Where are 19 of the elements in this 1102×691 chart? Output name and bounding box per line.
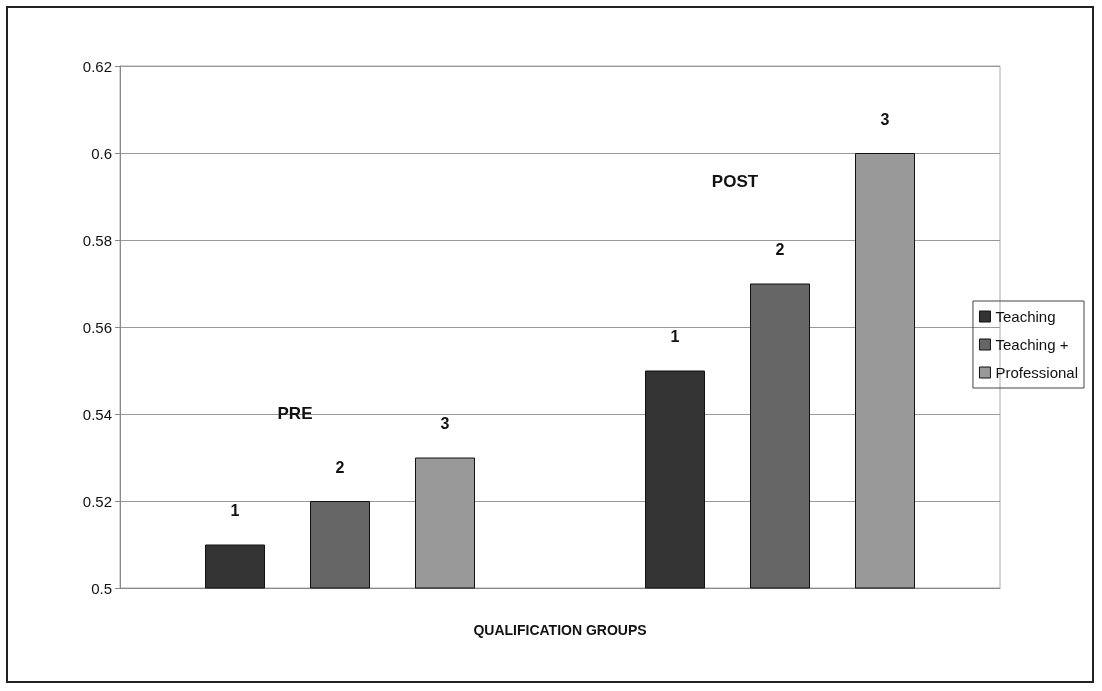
legend-label: Professional <box>995 364 1078 381</box>
annotation: 1 <box>230 502 240 519</box>
annotation: POST <box>711 172 759 192</box>
y-tick-label: 0.52 <box>82 492 112 510</box>
annotation: 3 <box>880 110 890 128</box>
y-tick-label: 0.6 <box>91 144 112 162</box>
y-tick-label: 0.62 <box>82 57 112 75</box>
legend-label: Teaching + <box>995 336 1069 353</box>
y-tick-label: 0.5 <box>91 579 112 597</box>
annotation: 1 <box>670 328 680 345</box>
x-axis-title: QUALIFICATION GROUPS <box>473 622 647 638</box>
legend-label: Teaching <box>995 308 1056 325</box>
annotation: 2 <box>335 458 345 476</box>
y-tick-label: 0.54 <box>82 405 112 423</box>
y-tick-label: 0.56 <box>82 318 112 336</box>
annotation: PRE <box>277 403 313 423</box>
annotation: 3 <box>440 415 450 432</box>
annotation: 2 <box>775 241 785 258</box>
y-tick-label: 0.58 <box>82 231 112 249</box>
